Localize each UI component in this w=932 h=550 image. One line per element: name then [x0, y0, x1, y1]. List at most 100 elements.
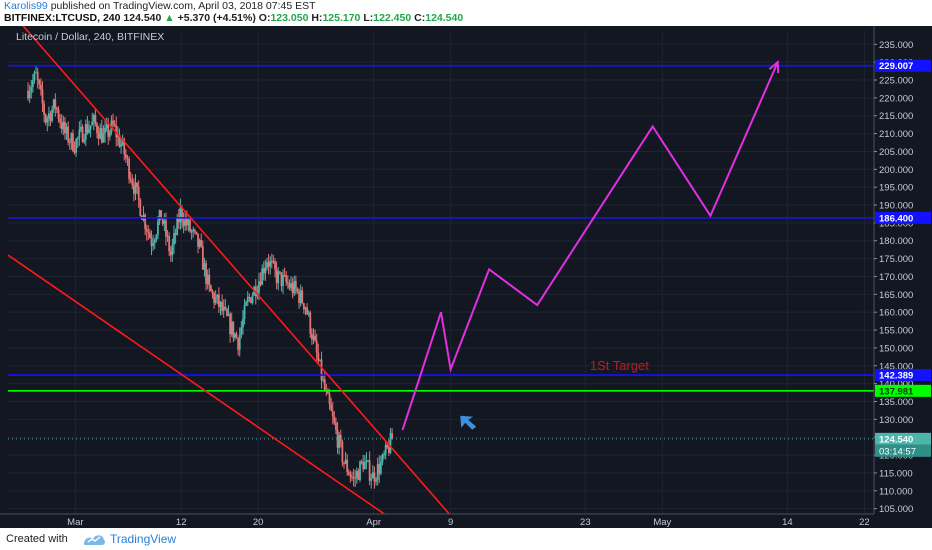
candle-body: [304, 307, 307, 310]
tradingview-logo-icon: [84, 535, 106, 545]
candle-body: [192, 229, 195, 232]
published-text: published on TradingView.com, April 03, …: [50, 0, 316, 12]
projection-path[interactable]: [401, 60, 780, 431]
low-label: L:: [363, 12, 374, 24]
candle-body: [100, 128, 103, 143]
candle-body: [81, 126, 84, 143]
candle-body: [312, 335, 315, 340]
candle-body: [88, 128, 90, 133]
candle-body: [165, 220, 167, 237]
y-tick-label: 235.000: [879, 40, 913, 51]
candle-body: [259, 281, 262, 285]
candle-body: [323, 379, 326, 391]
candle-body: [238, 334, 241, 350]
candle-body: [203, 263, 206, 270]
candle-body: [213, 293, 215, 303]
candle-body: [91, 121, 94, 126]
candle-body: [346, 459, 349, 472]
candle-body: [124, 154, 127, 159]
time-axis-bg: [0, 514, 932, 528]
candle-body: [51, 109, 54, 121]
level-price-tag: 137.981: [879, 386, 914, 397]
candle-body: [131, 180, 134, 186]
author-link[interactable]: Karolis99: [4, 0, 48, 12]
high-value: 125.170: [322, 12, 361, 24]
candle-body: [149, 232, 151, 239]
candle-body: [152, 243, 155, 247]
change-value: +5.370 (+4.51%): [177, 12, 256, 24]
candle-body: [44, 114, 47, 123]
y-tick-label: 115.000: [879, 468, 913, 479]
candle-body: [155, 234, 158, 240]
candle-body: [153, 239, 156, 244]
candle-body: [235, 333, 238, 339]
candle-body: [182, 220, 185, 226]
candle-body: [274, 261, 276, 270]
candle-body: [293, 280, 296, 294]
channel-lines[interactable]: [7, 8, 461, 528]
candle-body: [70, 133, 73, 143]
last-price-tag-bg: [875, 432, 931, 445]
candle-body: [62, 121, 65, 130]
candle-body: [322, 379, 325, 381]
arrow-shape: [460, 415, 477, 430]
candle-body: [311, 333, 313, 340]
candle-body: [383, 454, 385, 456]
candle-body: [214, 297, 217, 303]
candle-body: [108, 132, 111, 137]
candle-body: [391, 432, 393, 440]
x-tick-label: 20: [253, 517, 264, 528]
candle-body: [102, 133, 105, 143]
candle-body: [123, 139, 126, 155]
candle-body: [28, 91, 31, 99]
last-price-tag: 124.540: [879, 434, 913, 445]
axes: 105.000110.000115.000120.000125.000130.0…: [0, 26, 932, 528]
horizontal-levels[interactable]: [8, 64, 874, 440]
x-tick-label: 9: [448, 517, 453, 528]
candle-body: [184, 218, 187, 226]
y-tick-label: 160.000: [879, 308, 913, 319]
chart-canvas[interactable]: 105.000110.000115.000120.000125.000130.0…: [0, 8, 932, 528]
y-tick-label: 205.000: [879, 147, 913, 158]
candle-body: [147, 231, 150, 233]
y-tick-label: 135.000: [879, 397, 913, 408]
candle-body: [272, 261, 275, 263]
candle-body: [128, 158, 130, 179]
level-price-tag-bg: [875, 59, 931, 72]
candle-body: [129, 178, 132, 181]
price-value: 124.540: [123, 12, 162, 24]
candle-body: [277, 271, 280, 284]
candle-body: [158, 210, 161, 222]
y-tick-label: 200.000: [879, 165, 913, 176]
candle-body: [224, 306, 227, 309]
candle-body: [54, 99, 57, 109]
candle-body: [264, 267, 267, 274]
candle-body: [195, 231, 198, 234]
candle-body: [290, 283, 292, 289]
level-price-tag-bg: [875, 369, 931, 382]
candle-body: [161, 219, 164, 224]
y-tick-label: 215.000: [879, 111, 913, 122]
price-chart[interactable]: 105.000110.000115.000120.000125.000130.0…: [0, 8, 932, 528]
candle-body: [173, 233, 175, 245]
close-value: 124.540: [425, 12, 464, 24]
tradingview-brand[interactable]: TradingView: [110, 532, 177, 546]
candle-body: [379, 462, 382, 474]
candle-body: [352, 477, 355, 479]
candle-body: [39, 84, 42, 90]
level-price-tag-bg: [875, 384, 931, 397]
candle-body: [57, 109, 60, 119]
candle-body: [280, 272, 283, 287]
candle-body: [92, 115, 95, 122]
candle-body: [80, 126, 82, 130]
candle-body: [349, 474, 352, 477]
candle-body: [381, 454, 384, 463]
candle-body: [315, 340, 318, 353]
candle-body: [177, 217, 180, 223]
candle-body: [327, 390, 329, 394]
candle-body: [237, 338, 240, 350]
level-price-tag: 229.007: [879, 61, 913, 72]
candle-body: [232, 321, 235, 338]
close-label: C:: [414, 12, 426, 24]
annotation-text: 1St Target: [590, 358, 649, 373]
